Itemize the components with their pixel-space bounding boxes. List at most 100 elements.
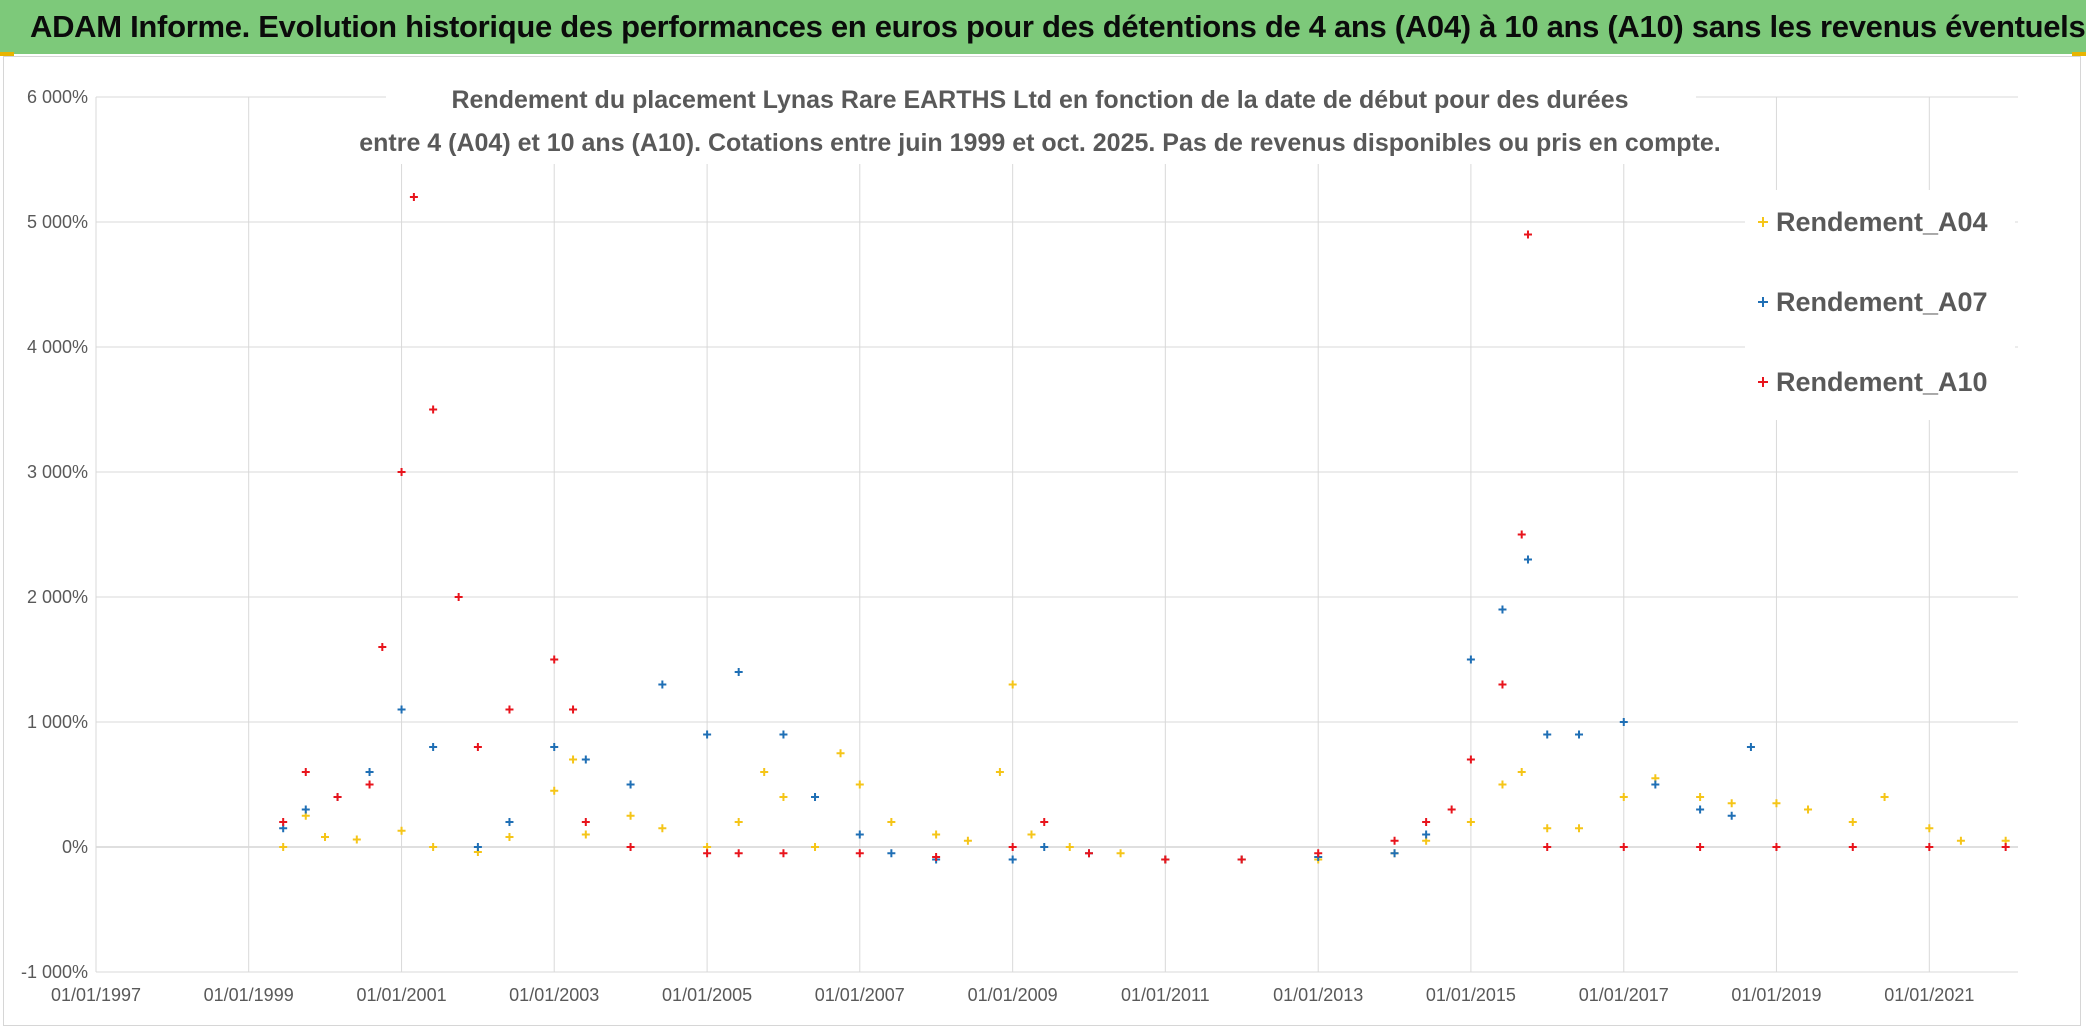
x-tick-label: 01/01/1999 (204, 985, 294, 1005)
data-point (734, 668, 743, 676)
data-point (581, 755, 590, 764)
y-tick-label: 5 000% (27, 212, 88, 232)
data-point (1925, 824, 1934, 833)
data-point (429, 405, 438, 414)
data-point (1085, 849, 1093, 858)
data-point (1390, 836, 1399, 845)
data-point (1772, 799, 1781, 808)
data-point (658, 680, 667, 689)
data-point (1543, 730, 1552, 739)
data-point (703, 849, 712, 858)
data-point (301, 768, 310, 776)
data-point (887, 818, 896, 826)
data-point (779, 730, 788, 739)
legend-label: Rendement_A04 (1776, 207, 1988, 237)
data-point (505, 818, 514, 826)
data-point (1237, 855, 1246, 864)
data-point (1696, 793, 1705, 801)
y-tick-label: 1 000% (27, 712, 88, 732)
data-point (365, 768, 374, 776)
data-point (429, 743, 438, 751)
report-banner: ADAM Informe. Evolution historique des p… (0, 0, 2086, 54)
data-point (760, 768, 769, 776)
data-point (779, 849, 788, 858)
data-point (734, 818, 743, 826)
data-point (1116, 849, 1125, 858)
data-point (1848, 818, 1857, 826)
data-point (658, 824, 667, 833)
data-point (1027, 830, 1036, 839)
data-point (505, 833, 514, 841)
data-point (1746, 743, 1755, 751)
frame-corner (2072, 52, 2086, 56)
data-point (1619, 793, 1628, 801)
data-point (365, 780, 374, 789)
data-point (1040, 843, 1049, 851)
data-point (855, 830, 864, 839)
data-point (279, 818, 288, 826)
data-point (1390, 849, 1399, 858)
frame-corner (0, 52, 14, 56)
series-Rendement_A10 (279, 193, 2010, 864)
series-Rendement_A04 (279, 680, 2010, 864)
data-point (569, 755, 578, 764)
data-point (963, 836, 972, 845)
legend-label: Rendement_A10 (1776, 367, 1988, 397)
data-point (734, 849, 743, 858)
x-tick-label: 01/01/2011 (1121, 985, 1210, 1005)
data-point (1956, 836, 1965, 845)
data-point (1575, 824, 1584, 833)
legend: Rendement_A04 Rendement_A07 Rendement_A10 (1758, 207, 1988, 397)
data-point (1925, 843, 1934, 851)
data-point (2001, 843, 2010, 851)
data-point (1619, 718, 1628, 726)
data-point (1804, 805, 1813, 814)
data-point (321, 833, 330, 841)
data-point (1040, 818, 1049, 826)
data-point (1880, 793, 1889, 801)
data-point (932, 853, 941, 861)
data-point (836, 749, 845, 758)
legend-label: Rendement_A07 (1776, 287, 1988, 317)
y-tick-label: 2 000% (27, 587, 88, 607)
data-point (1523, 230, 1532, 239)
data-point (581, 818, 590, 826)
legend-marker (1758, 377, 1768, 387)
data-point (473, 743, 482, 751)
x-tick-label: 01/01/2015 (1426, 985, 1516, 1005)
data-point (811, 793, 820, 801)
data-point (811, 843, 820, 851)
data-point (454, 593, 463, 601)
y-tick-label: -1 000% (21, 962, 88, 982)
chart-frame (3, 56, 2081, 1026)
data-point (1422, 830, 1431, 839)
x-tick-label: 01/01/2009 (968, 985, 1058, 1005)
data-point (409, 193, 418, 201)
data-point (1772, 843, 1781, 851)
data-point (505, 705, 514, 714)
x-tick-label: 01/01/2017 (1579, 985, 1669, 1005)
chart-title: Rendement du placement Lynas Rare EARTHS… (451, 86, 1628, 114)
data-point (1008, 680, 1017, 689)
data-point (1314, 849, 1323, 858)
y-tick-label: 3 000% (27, 462, 88, 482)
x-tick-label: 01/01/2003 (509, 985, 599, 1005)
data-point (1466, 818, 1475, 826)
data-point (1619, 843, 1628, 851)
data-point (1008, 843, 1017, 851)
data-point (333, 793, 342, 801)
data-point (397, 468, 406, 476)
data-point (1161, 855, 1170, 864)
data-point (932, 830, 941, 839)
legend-marker (1758, 297, 1768, 307)
data-point (301, 805, 310, 814)
data-point (429, 843, 438, 851)
data-point (855, 780, 864, 789)
data-point (1727, 799, 1736, 808)
data-point (397, 705, 406, 714)
x-tick-label: 01/01/2007 (815, 985, 905, 1005)
x-tick-label: 01/01/2021 (1884, 985, 1974, 1005)
data-point (473, 843, 482, 851)
data-point (626, 780, 635, 789)
